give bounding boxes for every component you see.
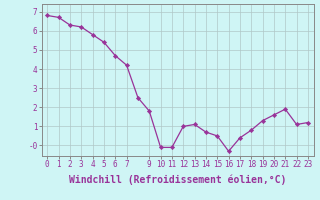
X-axis label: Windchill (Refroidissement éolien,°C): Windchill (Refroidissement éolien,°C) (69, 175, 286, 185)
